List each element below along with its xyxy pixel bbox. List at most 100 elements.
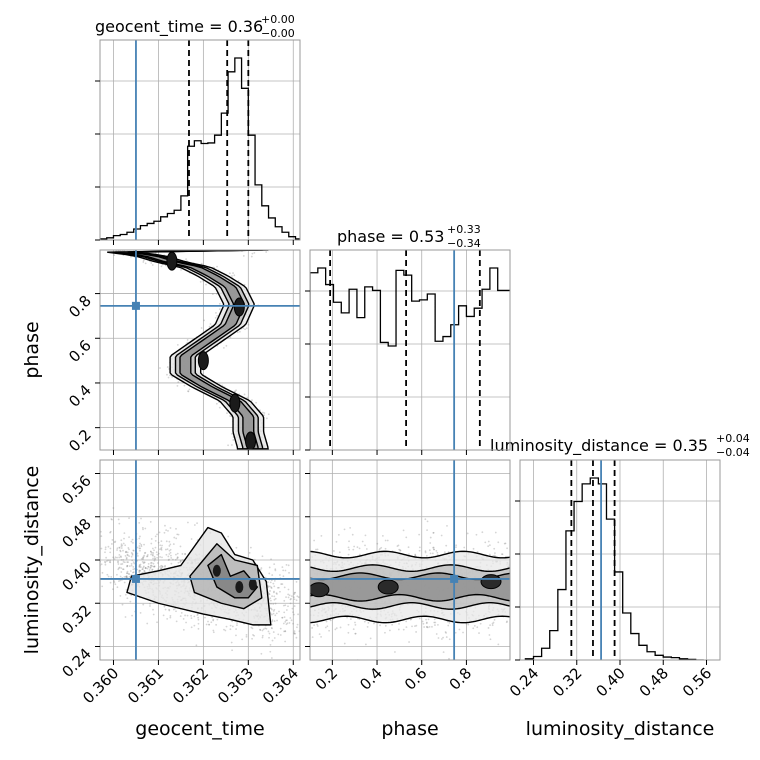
sample-point (151, 264, 154, 266)
sample-point (161, 544, 163, 547)
sample-point (114, 540, 117, 543)
sample-point (118, 567, 120, 570)
panel-frame-0-0 (99, 39, 301, 241)
sample-point (293, 596, 295, 599)
sample-point (138, 564, 141, 567)
sample-point (106, 573, 109, 576)
sample-point (501, 553, 504, 556)
sample-point (144, 567, 147, 570)
sample-point (435, 549, 438, 552)
sample-point (179, 615, 182, 618)
sample-point (157, 541, 160, 544)
sample-point (271, 639, 274, 642)
panel-luminosity_distance-vs-geocent_time: 0.360 0.361 0.362 0.363 0.364 0.24 0.32 0.40 0.4… (58, 459, 306, 707)
sample-point (269, 590, 271, 592)
sample-point (104, 560, 106, 563)
contour-core-1 (233, 297, 245, 317)
sample-point (334, 628, 337, 631)
sample-point (168, 549, 171, 552)
sample-point (112, 588, 114, 591)
sample-point (293, 598, 296, 601)
sample-point (288, 571, 290, 574)
sample-point (274, 602, 277, 605)
sample-point (117, 563, 120, 565)
sample-point (497, 541, 500, 544)
sample-point (287, 605, 289, 608)
sample-point (402, 529, 405, 532)
sample-point (187, 390, 190, 393)
sample-point (176, 556, 179, 559)
hist-panel-geocent_time (95, 39, 301, 245)
sample-point (433, 618, 436, 621)
sample-point (266, 581, 269, 583)
sample-point (253, 251, 256, 254)
sample-point (140, 545, 143, 548)
sample-point (118, 522, 121, 525)
sample-point (126, 572, 128, 574)
sample-point (284, 640, 287, 643)
sample-point (112, 507, 115, 509)
sample-point (93, 538, 95, 540)
sample-point (283, 630, 285, 633)
sample-point (358, 547, 361, 550)
sample-point (415, 631, 418, 633)
sample-point (455, 544, 458, 547)
sample-point (315, 548, 317, 551)
sample-point (414, 554, 417, 557)
sample-point (203, 319, 206, 322)
sample-point (267, 630, 270, 633)
sample-point (261, 411, 264, 414)
sample-point (476, 626, 479, 629)
sample-point (283, 616, 286, 619)
title-phase-prefix: phase = (337, 227, 409, 246)
sample-point (179, 561, 182, 563)
sample-point (304, 604, 306, 606)
sample-point (215, 623, 218, 626)
sample-point (265, 627, 268, 630)
sample-point (180, 268, 182, 271)
sample-point (447, 551, 450, 553)
sample-point (122, 568, 124, 571)
sample-point (414, 625, 416, 628)
sample-point (197, 622, 200, 625)
sample-point (161, 556, 163, 559)
sample-point (141, 560, 144, 563)
sample-point (176, 384, 179, 387)
sample-point (504, 542, 507, 545)
sample-point (140, 517, 142, 520)
sample-point (90, 549, 92, 551)
sample-point (94, 583, 96, 585)
sample-point (125, 551, 127, 554)
sample-point (160, 540, 163, 543)
sample-point (226, 412, 228, 415)
sample-point (287, 593, 290, 596)
sample-point (506, 620, 508, 623)
sample-point (494, 552, 496, 555)
sample-point (425, 618, 427, 621)
sample-point (184, 553, 186, 556)
sample-point (292, 622, 294, 625)
sample-point (409, 618, 412, 621)
sample-point (316, 548, 319, 551)
panel-frame-1-0 (99, 249, 301, 451)
sample-point (146, 553, 149, 556)
sample-point (318, 633, 321, 635)
sample-point (138, 569, 141, 572)
sample-point (118, 553, 121, 556)
panel-clip-2-1 (310, 460, 510, 660)
sample-point (422, 622, 425, 625)
sample-point (347, 553, 350, 556)
sample-point (90, 562, 92, 564)
sample-point (120, 556, 122, 559)
sample-point (231, 625, 234, 628)
sample-point (122, 542, 125, 545)
hist-line-phase (310, 267, 510, 450)
xtick-label-luminosity_distance-1: 0.32 (549, 664, 585, 700)
sample-point (273, 598, 276, 601)
sample-point (354, 632, 357, 635)
sample-point (429, 542, 432, 544)
sample-point (159, 367, 161, 369)
sample-point (96, 569, 98, 571)
sample-point (121, 603, 124, 606)
ytick-label-luminosity_distance-2: 0.40 (58, 558, 94, 594)
